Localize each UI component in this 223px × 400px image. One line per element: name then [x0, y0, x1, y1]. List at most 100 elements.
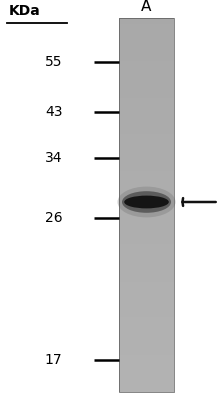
Bar [119, 79, 174, 82]
Bar [119, 31, 174, 33]
Bar [119, 81, 174, 84]
Text: 43: 43 [45, 105, 62, 119]
Bar [119, 150, 174, 153]
Bar [119, 343, 174, 345]
Bar [119, 386, 174, 388]
Bar [119, 61, 174, 63]
Bar [119, 83, 174, 85]
Bar [119, 205, 174, 207]
Bar [119, 36, 174, 38]
Bar [119, 332, 174, 334]
Bar [119, 388, 174, 390]
Bar [119, 350, 174, 353]
Bar [119, 29, 174, 31]
Bar [119, 220, 174, 222]
Bar [119, 360, 174, 362]
Bar [119, 122, 174, 124]
Bar [119, 298, 174, 300]
Bar [119, 192, 174, 194]
Bar [119, 154, 174, 156]
Bar [119, 152, 174, 154]
Bar [119, 345, 174, 347]
Bar [119, 229, 174, 231]
Bar [119, 244, 174, 246]
Bar [119, 64, 174, 67]
Bar [119, 334, 174, 336]
Bar [119, 255, 174, 257]
Bar [119, 18, 174, 392]
Bar [119, 337, 174, 340]
Bar [119, 199, 174, 201]
Bar [119, 126, 174, 128]
Bar [119, 259, 174, 261]
Bar [119, 115, 174, 117]
Bar [119, 270, 174, 272]
Bar [119, 160, 174, 162]
Bar [119, 281, 174, 284]
Bar [119, 233, 174, 235]
Text: 34: 34 [45, 151, 62, 165]
Bar [119, 165, 174, 168]
Bar [119, 311, 174, 314]
Bar [119, 40, 174, 42]
Bar [119, 218, 174, 220]
Bar [119, 49, 174, 52]
Bar [119, 291, 174, 293]
Bar [119, 356, 174, 358]
Bar [119, 51, 174, 54]
Bar [119, 21, 174, 24]
Bar [119, 34, 174, 37]
Bar [119, 188, 174, 190]
Bar [119, 32, 174, 35]
Bar [119, 136, 174, 138]
Bar [119, 384, 174, 386]
Bar [119, 231, 174, 233]
Bar [119, 306, 174, 308]
Bar [119, 302, 174, 304]
Bar [119, 300, 174, 302]
Text: KDa: KDa [9, 4, 41, 18]
Bar [119, 145, 174, 147]
Bar [119, 76, 174, 78]
Bar [119, 176, 174, 179]
Bar [119, 111, 174, 113]
Bar [119, 113, 174, 115]
Bar [119, 184, 174, 186]
Bar [119, 42, 174, 44]
Bar [119, 319, 174, 321]
Bar [119, 164, 174, 166]
Bar [119, 328, 174, 330]
Bar [119, 317, 174, 319]
Ellipse shape [118, 186, 176, 218]
Bar [119, 257, 174, 259]
Bar [119, 315, 174, 317]
Bar [119, 44, 174, 46]
Bar [119, 118, 174, 121]
Bar [119, 193, 174, 196]
Bar [119, 139, 174, 142]
Bar [119, 57, 174, 59]
Bar [119, 276, 174, 278]
Bar [119, 294, 174, 297]
Bar [119, 248, 174, 250]
Text: 26: 26 [45, 211, 62, 225]
Bar [119, 173, 174, 175]
Bar [119, 289, 174, 291]
Text: 55: 55 [45, 55, 62, 69]
Bar [119, 262, 174, 265]
Bar [119, 158, 174, 160]
Bar [119, 27, 174, 29]
Bar [119, 313, 174, 315]
Bar [119, 124, 174, 126]
Bar [119, 92, 174, 95]
Bar [119, 242, 174, 244]
Bar [119, 109, 174, 112]
Bar [119, 240, 174, 242]
Bar [119, 268, 174, 270]
Bar [119, 380, 174, 383]
Bar [119, 182, 174, 184]
Bar [119, 278, 174, 280]
Bar [119, 55, 174, 57]
Bar [119, 148, 174, 151]
Bar [119, 120, 174, 123]
